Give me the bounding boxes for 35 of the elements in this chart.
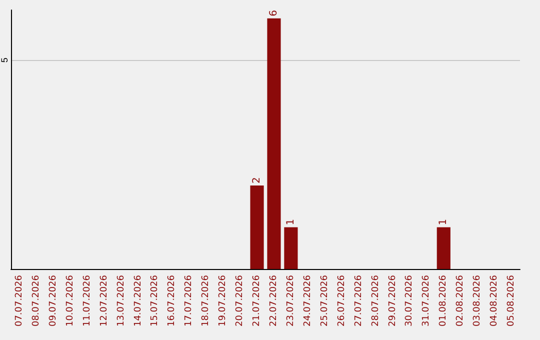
x-tick-label: 25.07.2026 bbox=[320, 274, 330, 327]
x-tick-label: 28.07.2026 bbox=[370, 274, 381, 327]
x-tick-label: 16.07.2026 bbox=[167, 274, 178, 327]
x-tick-label: 10.07.2026 bbox=[65, 274, 76, 327]
x-tick-label: 31.07.2026 bbox=[422, 274, 432, 327]
x-tick-label: 03.08.2026 bbox=[472, 274, 483, 327]
x-tick-label: 11.07.2026 bbox=[82, 274, 92, 327]
x-tick-label: 05.08.2026 bbox=[506, 274, 517, 327]
x-tick-label: 19.07.2026 bbox=[218, 274, 228, 327]
y-tick-label: 5 bbox=[0, 58, 10, 63]
x-tick-label: 09.07.2026 bbox=[48, 274, 58, 327]
x-tick-label: 04.08.2026 bbox=[490, 274, 500, 327]
x-tick-label: 18.07.2026 bbox=[201, 274, 212, 327]
x-tick-label: 14.07.2026 bbox=[133, 274, 144, 327]
x-tick-label: 02.08.2026 bbox=[456, 274, 466, 327]
x-tick-label: 24.07.2026 bbox=[302, 274, 313, 327]
data-label: 2 bbox=[252, 177, 263, 184]
x-tick-label: 15.07.2026 bbox=[150, 274, 160, 327]
x-tick-label: 17.07.2026 bbox=[184, 274, 194, 327]
x-tick-label: 20.07.2026 bbox=[235, 274, 246, 327]
x-tick-label: 23.07.2026 bbox=[286, 274, 296, 327]
data-label: 6 bbox=[268, 10, 280, 16]
x-tick-label: 07.07.2026 bbox=[14, 274, 24, 327]
x-tick-label: 13.07.2026 bbox=[116, 274, 126, 327]
x-tick-label: 27.07.2026 bbox=[354, 274, 364, 327]
x-tick-label: 21.07.2026 bbox=[252, 274, 262, 327]
data-label: 1 bbox=[438, 218, 450, 226]
x-tick-label: 01.08.2026 bbox=[438, 274, 449, 327]
x-tick-label: 22.07.2026 bbox=[268, 274, 279, 327]
x-tick-label: 29.07.2026 bbox=[388, 274, 398, 327]
data-label: 1 bbox=[285, 218, 296, 226]
x-tick-label: 30.07.2026 bbox=[404, 274, 415, 327]
x-tick-label: 26.07.2026 bbox=[336, 274, 347, 327]
x-tick-label: 08.07.2026 bbox=[31, 274, 42, 327]
x-tick-label: 12.07.2026 bbox=[99, 274, 110, 327]
